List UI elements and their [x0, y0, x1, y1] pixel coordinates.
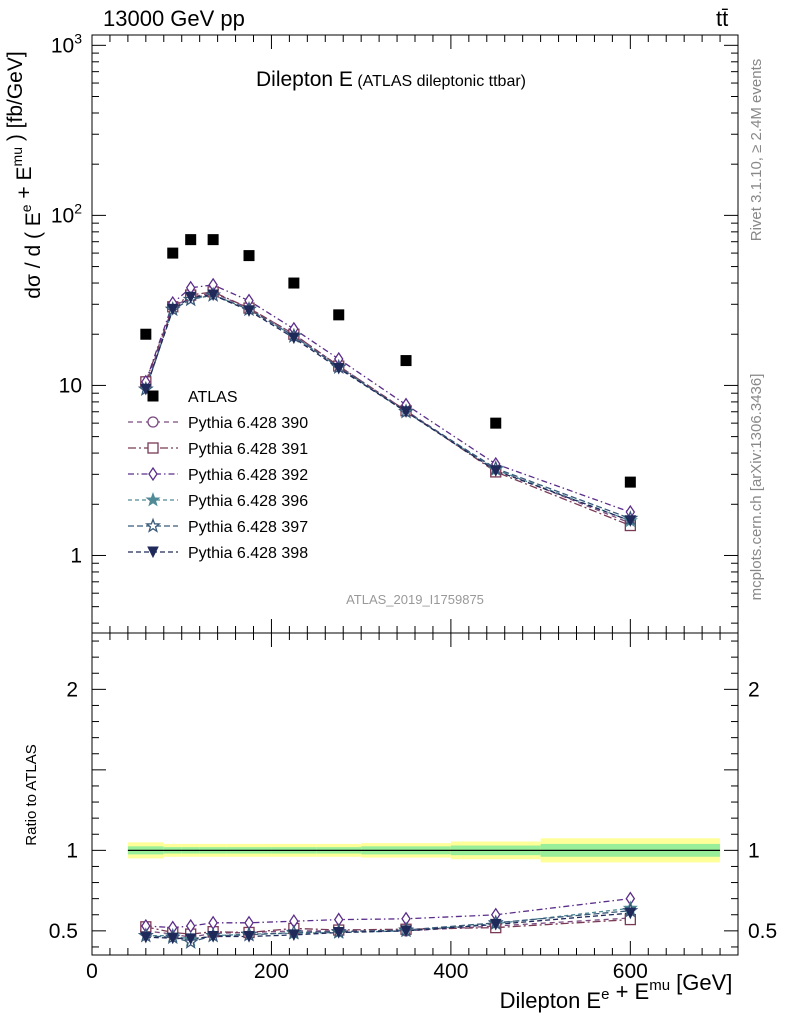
mc-point	[207, 289, 219, 302]
process-label: tt̄	[716, 6, 729, 31]
ratio-series-line	[145, 910, 631, 943]
legend-entry: Pythia 6.428 391	[188, 441, 308, 458]
ratio-y-tick-label-right: 0.5	[748, 920, 777, 943]
mc-point	[489, 918, 502, 931]
mc-point	[184, 933, 197, 946]
ratio-plot-frame	[91, 632, 739, 956]
mc-point	[332, 362, 345, 375]
data-point	[333, 309, 345, 321]
series-line	[145, 292, 631, 524]
side-label-mcplots: mcplots.cern.ch [arXiv:1306.3436]	[748, 374, 765, 601]
watermark: ATLAS_2019_I1759875	[346, 592, 484, 607]
mc-point	[243, 930, 255, 943]
chart-title: Dilepton E (ATLAS dileptonic ttbar)	[256, 68, 526, 91]
mc-point	[624, 907, 637, 920]
data-point	[400, 355, 412, 367]
mc-point	[288, 929, 300, 941]
data-point	[490, 417, 502, 429]
mc-point	[140, 931, 152, 944]
legend-entry: Pythia 6.428 392	[188, 467, 308, 484]
series-line	[145, 291, 631, 527]
ratio-y-tick-label-right: 1	[748, 839, 760, 862]
y-tick-label: 103	[51, 30, 82, 57]
mc-point	[147, 416, 159, 428]
series-line	[145, 294, 631, 522]
mc-point	[400, 925, 412, 937]
series-line	[145, 294, 631, 520]
mc-point	[148, 466, 158, 482]
mc-point	[166, 932, 179, 945]
mc-point	[332, 926, 345, 939]
data-point	[243, 250, 255, 262]
data-point	[624, 476, 636, 488]
mc-point	[400, 406, 412, 418]
mc-point	[624, 515, 637, 527]
ratio-y-tick-label: 2	[66, 678, 78, 701]
mc-point	[288, 332, 300, 345]
ratio-series-line	[145, 918, 631, 935]
data-point	[288, 277, 300, 289]
mc-point	[147, 546, 159, 559]
data-point	[207, 234, 219, 246]
legend-entry: Pythia 6.428 396	[188, 493, 308, 510]
mc-point	[145, 517, 161, 533]
data-point	[147, 390, 159, 402]
mc-point	[207, 930, 219, 943]
ratio-y-tick-label: 0.5	[49, 920, 78, 943]
legend-entry: Pythia 6.428 397	[188, 519, 308, 536]
data-point	[185, 234, 197, 246]
mc-point	[140, 383, 152, 396]
mc-point	[166, 303, 179, 316]
side-label-rivet: Rivet 3.1.10, ≥ 2.4M events	[748, 59, 765, 242]
main-plot-frame	[91, 34, 739, 634]
y-tick-label: 102	[51, 200, 82, 227]
legend-entry: ATLAS	[188, 389, 238, 406]
x-tick-label: 200	[254, 960, 289, 983]
y-tick-label: 1	[70, 544, 82, 567]
y-axis-label: dσ / d ( Ee + Emu ) [fb/GeV]	[4, 51, 45, 298]
series-line	[145, 294, 631, 522]
data-point	[140, 328, 152, 340]
x-tick-label: 0	[86, 960, 98, 983]
x-tick-label: 400	[433, 960, 468, 983]
y-tick-label: 10	[59, 374, 82, 397]
ratio-series-line	[145, 897, 631, 929]
data-point	[167, 247, 179, 259]
mc-point	[184, 291, 197, 304]
series-line	[145, 284, 631, 513]
mc-point	[243, 305, 255, 317]
ratio-y-tick-label: 1	[66, 839, 78, 862]
legend-entry: Pythia 6.428 398	[188, 545, 308, 562]
ratio-series-line	[145, 912, 631, 940]
mc-point	[145, 492, 161, 507]
beam-label: 13000 GeV pp	[103, 6, 245, 31]
x-axis-label: Dilepton Ee + Emu [GeV]	[500, 970, 733, 1013]
x-tick-label: 600	[613, 960, 648, 983]
mc-point	[489, 465, 502, 477]
ratio-y-tick-label-right: 2	[748, 678, 760, 701]
ratio-y-axis-label: Ratio to ATLAS	[23, 744, 40, 845]
legend-entry: Pythia 6.428 390	[188, 415, 308, 432]
mc-point	[147, 442, 159, 454]
